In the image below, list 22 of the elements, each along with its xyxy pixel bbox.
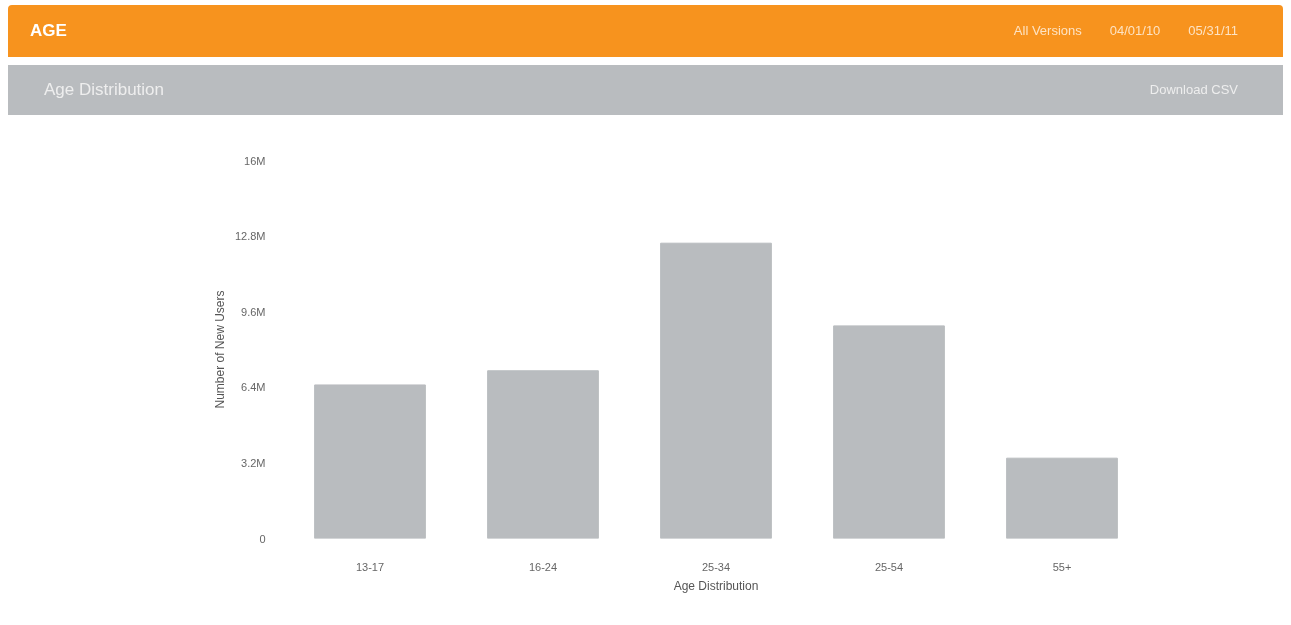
text: 04/01/10 [1109,22,1161,38]
x-tick-label: 13-17 [355,560,385,573]
text: 05/31/11 [1188,22,1238,38]
y-tick-label: 0 [259,532,266,545]
y-axis-title: Number of New Users [212,290,227,409]
x-axis-title: Age Distribution [673,578,759,593]
text: All Versions [1013,22,1082,38]
y-tick-label: 16M [244,154,266,167]
bar [314,384,426,539]
y-tick-label: 6.4M [241,381,266,394]
x-tick-label: 55+ [1052,560,1072,573]
bar [1006,457,1118,539]
x-tick-label: 16-24 [528,560,558,573]
bar [487,370,599,539]
y-tick-label: 9.6M [241,305,266,318]
y-tick-label: 12.8M [234,230,266,243]
bar [660,242,772,539]
x-tick-label: 25-34 [701,560,731,573]
x-tick-label: 25-54 [874,560,904,573]
y-tick-label: 3.2M [241,456,266,469]
bar [833,325,945,539]
text: AGE [30,19,67,42]
